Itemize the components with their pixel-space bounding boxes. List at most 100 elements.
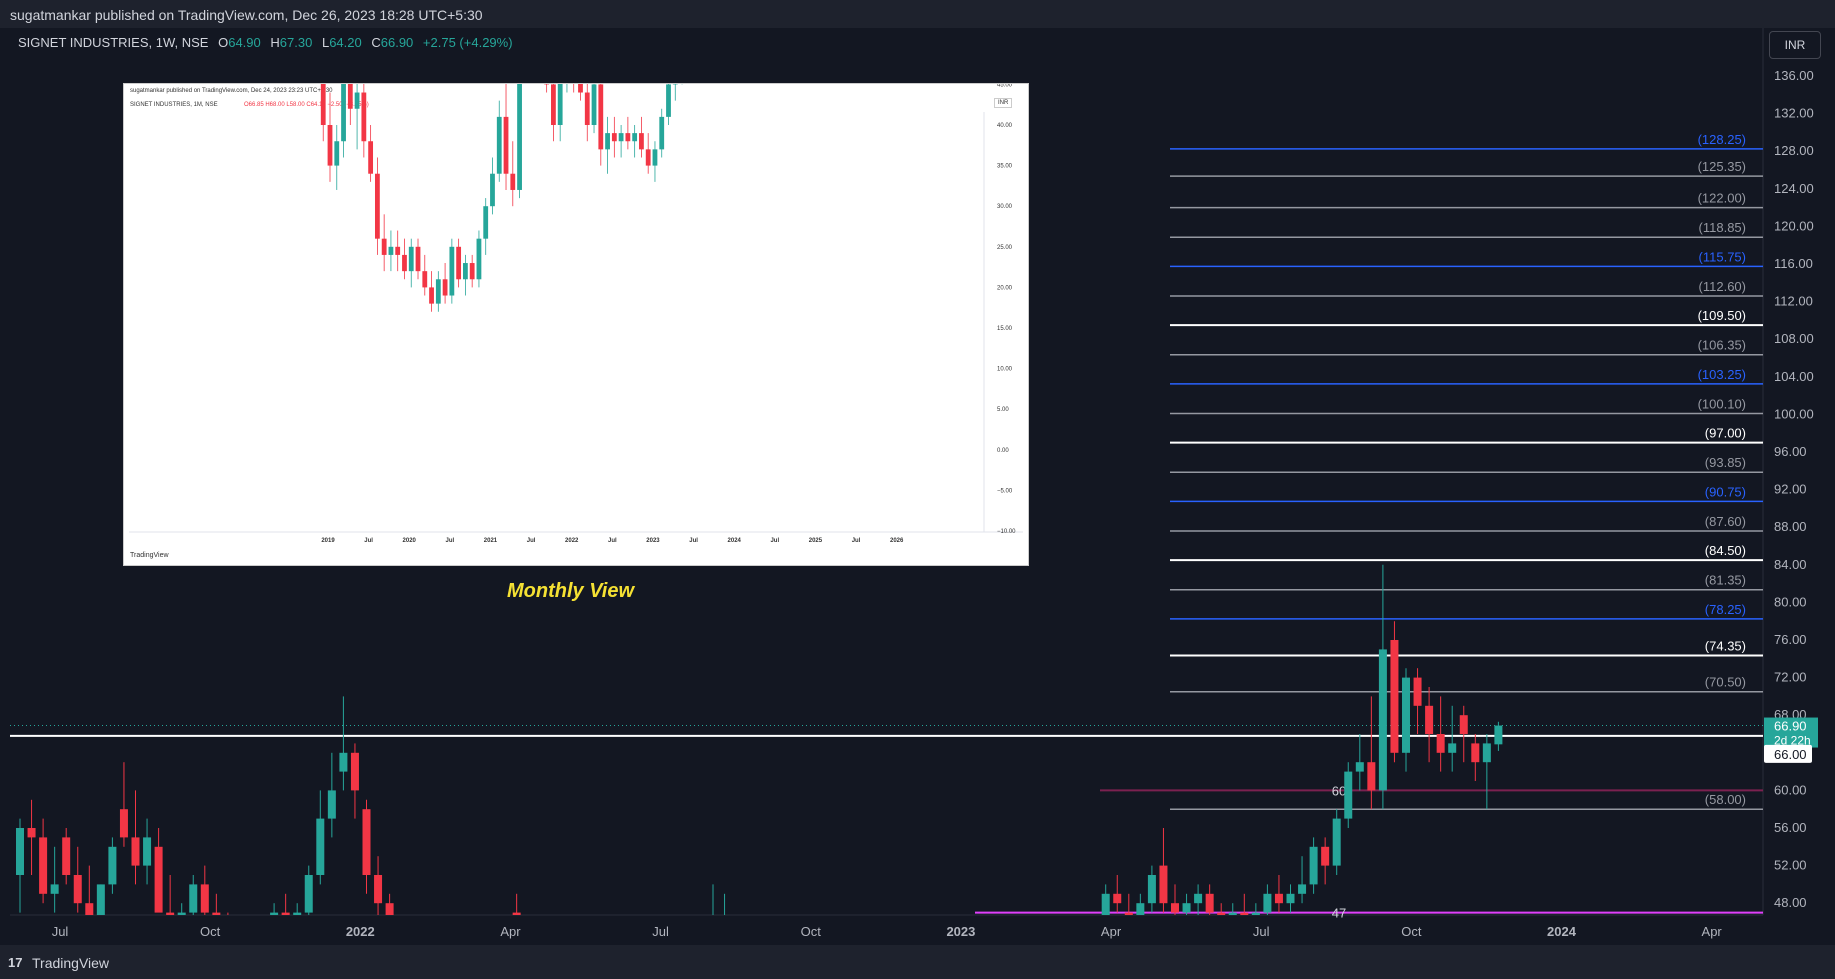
- time-tick-label: Jul: [1253, 924, 1270, 939]
- inset-candle: [442, 263, 448, 304]
- fib-level-label: (97.00): [1705, 426, 1746, 441]
- weekly-candle: [304, 865, 313, 915]
- weekly-candle: [1344, 762, 1353, 828]
- inset-candle-body: [334, 141, 340, 166]
- weekly-candle: [1171, 884, 1179, 915]
- candle-body: [293, 912, 302, 915]
- inset-time-tick: 2021: [484, 538, 498, 544]
- candle-body: [374, 875, 383, 904]
- weekly-candle: [131, 790, 140, 885]
- inset-candle: [591, 84, 597, 134]
- inset-candle-body: [435, 279, 441, 304]
- inset-candle: [503, 84, 509, 190]
- candle-body: [1402, 677, 1410, 753]
- candle-body: [1332, 818, 1341, 866]
- weekly-candle: [259, 922, 267, 945]
- fib-level-label: (122.00): [1698, 191, 1746, 206]
- inset-candle-body: [652, 149, 658, 166]
- inset-candle: [584, 84, 590, 142]
- inset-candle-body: [584, 92, 590, 125]
- price-tick-label: 92.00: [1774, 482, 1807, 497]
- candle-body: [200, 884, 209, 913]
- candle-body: [304, 875, 313, 913]
- candle-body: [1298, 884, 1307, 894]
- price-tick-label: 76.00: [1774, 632, 1807, 647]
- inset-candle-body: [442, 279, 448, 296]
- inset-time-tick: Jul: [446, 538, 455, 544]
- inset-candle: [415, 238, 421, 280]
- inset-price-tick: −10.00: [997, 529, 1016, 535]
- symbol-name: SIGNET INDUSTRIES, 1W, NSE: [18, 35, 209, 50]
- inset-candle: [388, 230, 394, 272]
- candle-body: [1413, 677, 1422, 706]
- inset-price-tick: 45.00: [997, 84, 1013, 88]
- time-tick-label: Apr: [500, 924, 521, 939]
- candle-body: [1240, 912, 1249, 915]
- inset-legend-values: O66.85 H68.00 L58.00 C64.15 −2.50 (−3.75…: [244, 102, 369, 108]
- inset-candle: [618, 125, 624, 158]
- inset-candle: [402, 238, 407, 280]
- candle-body: [1309, 846, 1318, 885]
- candle-body: [1436, 734, 1445, 753]
- weekly-candle: [1471, 734, 1480, 781]
- fib-level-label: (70.50): [1705, 675, 1746, 690]
- weekly-candle: [177, 903, 186, 915]
- price-tick-label: 52.00: [1774, 858, 1807, 873]
- weekly-candle: [1402, 668, 1410, 772]
- inset-candle: [449, 238, 455, 304]
- inset-candle: [463, 254, 468, 296]
- inset-price-tick: 30.00: [997, 204, 1013, 210]
- candle-body: [1171, 903, 1179, 913]
- inset-candle-body: [625, 133, 631, 142]
- inset-candle: [435, 271, 441, 312]
- inset-candle-body: [374, 173, 380, 239]
- weekly-candle: [224, 912, 232, 940]
- last-price-value: 66.90: [1774, 719, 1807, 734]
- inset-price-tick: −5.00: [997, 488, 1013, 494]
- inset-time-tick: Jul: [364, 538, 373, 544]
- time-tick-label: Oct: [1401, 924, 1422, 939]
- price-tick-label: 116.00: [1774, 256, 1813, 271]
- weekly-candle: [712, 884, 714, 915]
- candle-body: [1378, 649, 1387, 791]
- candle-body: [1367, 762, 1376, 791]
- publish-line: sugatmankar published on TradingView.com…: [10, 7, 483, 23]
- inset-candle-body: [347, 84, 353, 109]
- weekly-candle: [374, 856, 383, 915]
- open-value: 64.90: [228, 35, 261, 50]
- fib-level-label: (115.75): [1699, 249, 1746, 264]
- weekly-candle: [512, 893, 521, 915]
- candle-body: [362, 809, 371, 875]
- candle-body: [224, 931, 232, 940]
- inset-candle-body: [551, 84, 556, 125]
- price-tick-label: 72.00: [1774, 670, 1807, 685]
- weekly-candle: [362, 799, 371, 894]
- inset-time-tick: Jul: [852, 538, 861, 544]
- price-tick-label: 100.00: [1774, 406, 1814, 421]
- candle-body: [350, 752, 359, 791]
- currency-button[interactable]: INR: [1769, 31, 1821, 59]
- candle-body: [143, 837, 152, 866]
- weekly-candle: [1482, 734, 1491, 810]
- candle-body: [189, 884, 198, 913]
- publish-bar: sugatmankar published on TradingView.com…: [0, 0, 1835, 28]
- inset-legend: SIGNET INDUSTRIES, 1M, NSE: [130, 102, 218, 108]
- inset-candle-body: [632, 133, 638, 142]
- inset-legend-values-text: O66.85 H68.00 L58.00 C64.15 −2.50 (−3.75…: [244, 102, 369, 108]
- weekly-candle: [235, 922, 243, 945]
- weekly-candle: [1494, 721, 1503, 751]
- weekly-candle: [339, 696, 348, 791]
- inset-plot: 66.0064.15115.00110.00105.00100.0095.009…: [129, 84, 1023, 544]
- weekly-candle: [350, 743, 359, 819]
- inset-currency: INR: [994, 98, 1013, 108]
- candle-body: [1217, 912, 1226, 915]
- weekly-candle: [1309, 837, 1318, 894]
- weekly-candle: [73, 846, 82, 913]
- time-tick-label: Oct: [801, 924, 822, 939]
- horizontal-line-tag-bg: [1764, 744, 1812, 763]
- inset-candle: [456, 238, 462, 288]
- fib-level-label: (103.25): [1698, 367, 1746, 382]
- candle-body: [1194, 893, 1203, 904]
- change-value: +2.75 (+4.29%): [422, 35, 513, 50]
